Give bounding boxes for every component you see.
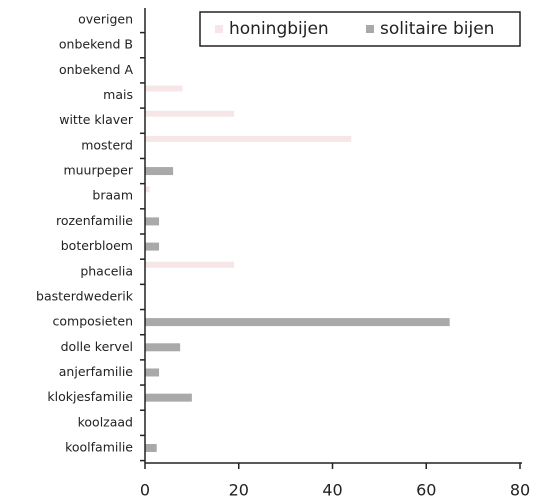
x-tick-label: 0 [140, 481, 150, 500]
bar [145, 261, 235, 268]
legend-label: honingbijen [229, 19, 329, 39]
y-tick-label: dolle kervel [61, 339, 133, 354]
x-tick-label: 60 [416, 481, 436, 500]
y-tick-label: onbekend A [59, 62, 134, 77]
bar [145, 217, 160, 226]
y-tick-label: composieten [53, 314, 133, 329]
x-tick-label: 80 [510, 481, 530, 500]
legend-swatch [215, 25, 223, 33]
y-tick-label: overigen [78, 12, 133, 27]
y-tick-label: mais [103, 87, 133, 102]
y-tick-label: boterbloem [61, 238, 133, 253]
y-tick-label: muurpeper [63, 163, 133, 178]
bar [145, 135, 352, 142]
bar [145, 167, 174, 176]
bar [145, 242, 160, 251]
y-tick-label: basterdwederik [36, 288, 134, 303]
bar [145, 318, 450, 327]
y-tick-label: phacelia [80, 263, 133, 278]
y-tick-label: mosterd [81, 137, 133, 152]
y-tick-label: koolfamilie [65, 440, 133, 455]
y-tick-label: witte klaver [59, 112, 134, 127]
y-tick-label: onbekend B [59, 37, 133, 52]
legend-label: solitaire bijen [380, 19, 494, 39]
y-tick-label: klokjesfamilie [47, 389, 133, 404]
bar [145, 343, 181, 352]
bar [145, 393, 192, 402]
x-tick-label: 20 [229, 481, 249, 500]
bar [145, 110, 235, 117]
bar [145, 85, 183, 92]
y-tick-label: braam [92, 188, 133, 203]
bar [145, 444, 157, 452]
x-tick-label: 40 [322, 481, 342, 500]
legend-swatch [366, 25, 374, 33]
y-tick-label: koolzaad [78, 414, 133, 429]
y-tick-label: rozenfamilie [56, 213, 133, 228]
y-tick-label: anjerfamilie [59, 364, 134, 379]
bar [145, 368, 160, 377]
legend-box [199, 11, 521, 47]
bar [145, 186, 150, 193]
